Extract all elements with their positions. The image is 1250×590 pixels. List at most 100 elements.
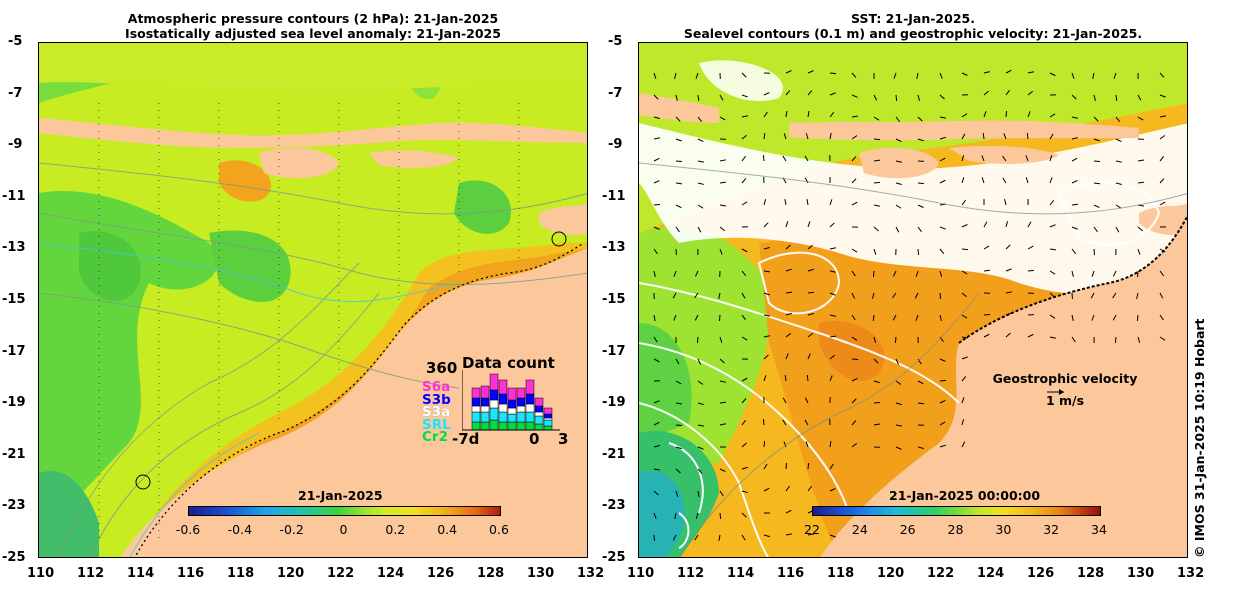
velocity-arrow [1049,155,1053,162]
velocity-arrow [672,292,677,299]
velocity-arrow [1049,314,1056,319]
histogram-bar [507,413,517,423]
left-map-panel[interactable] [38,42,588,558]
histogram-bar [489,419,499,431]
velocity-arrow [1049,336,1056,339]
velocity-arrow [807,462,810,470]
velocity-arrow [895,138,902,143]
north-ocean [39,43,587,90]
data-count-histogram [462,370,560,431]
velocity-arrow [785,332,792,338]
velocity-arrow [763,92,770,96]
velocity-arrow [873,248,877,255]
velocity-arrow [653,248,658,255]
velocity-arrow [1005,268,1012,272]
timor-land [859,147,939,179]
colorbar-tick-label: 0.4 [437,522,458,537]
velocity-arrow [806,199,809,206]
velocity-arrow [741,248,748,253]
velocity-arrow [675,468,681,474]
velocity-arrow [784,199,787,206]
x-tick-label: 118 [827,566,855,581]
data-count-title: Data count [462,354,555,372]
velocity-arrow [694,270,699,277]
velocity-arrow [939,399,946,404]
histogram-bar [507,421,517,431]
sea-level-anomaly-map [39,43,587,557]
right-map-panel[interactable] [638,42,1188,558]
velocity-arrow [762,154,765,162]
velocity-arrow [894,336,897,344]
velocity-arrow [1115,182,1122,185]
bathymetry-lines [639,162,1187,557]
velocity-arrow [1071,248,1077,255]
velocity-arrow [961,270,968,275]
velocity-arrow [653,94,659,100]
velocity-arrow [719,380,726,383]
velocity-arrow [1004,199,1007,206]
histogram-bar [525,379,535,395]
velocity-arrow [719,401,727,404]
velocity-arrow [1137,181,1145,184]
velocity-arrow [763,270,771,273]
velocity-arrow [1049,200,1055,206]
velocity-arrow [873,138,881,141]
velocity-arrow [961,419,965,426]
histogram-bar [534,405,544,413]
velocity-arrow [807,533,815,536]
velocity-arrow [785,291,793,294]
satellite-label-s3b: S3b [422,391,451,408]
velocity-arrow [697,446,704,450]
velocity-arrow [653,314,656,321]
velocity-arrow [983,269,991,272]
velocity-arrow [1114,336,1117,344]
histogram-bar [489,389,499,401]
velocity-arrow [741,292,746,299]
data-count-axis-now: 0 [529,430,540,448]
velocity-arrow [961,314,968,319]
velocity-arrow [694,314,699,321]
velocity-arrow [675,402,683,405]
x-tick-label: 132 [1177,566,1205,581]
velocity-arrow [895,402,902,406]
velocity-arrow [1025,155,1029,162]
velocity-arrow [807,353,811,360]
velocity-arrow [1159,178,1165,184]
velocity-arrow [829,111,835,118]
velocity-arrow [917,182,925,185]
velocity-arrow [697,380,704,385]
velocity-arrow [983,313,991,316]
velocity-arrow [939,292,942,300]
velocity-arrow [961,292,967,298]
velocity-arrow [741,377,748,382]
velocity-arrow [981,177,985,184]
velocity-arrow [807,268,814,272]
bathymetry-lines [39,242,460,557]
y-tick-label: -19 [2,395,26,411]
velocity-arrow [983,71,990,74]
y-tick-label: -17 [2,343,26,359]
velocity-arrow [653,270,656,277]
velocity-arrow [829,375,833,382]
velocity-arrow [653,444,660,448]
velocity-arrow [915,270,919,277]
velocity-arrow [939,379,947,382]
velocity-arrow [961,376,967,382]
velocity-arrow [1159,72,1165,78]
y-tick-label: -7 [608,85,623,101]
velocity-arrow [1071,226,1078,230]
velocity-arrow [939,179,946,184]
x-tick-label: 126 [1027,566,1055,581]
velocity-arrow [851,442,858,448]
histogram-bar [480,385,490,399]
velocity-arrow [653,490,659,496]
x-tick-label: 112 [677,566,705,581]
right-colorbar-date: 21-Jan-2025 00:00:00 [889,488,1041,503]
velocity-arrow [1159,292,1164,299]
y-tick-label: -21 [2,446,26,462]
colorbar-tick-label: 32 [1043,522,1060,537]
velocity-arrow [697,116,703,123]
velocity-arrow [1093,204,1100,209]
velocity-arrow [741,155,747,162]
velocity-arrow [829,488,836,492]
